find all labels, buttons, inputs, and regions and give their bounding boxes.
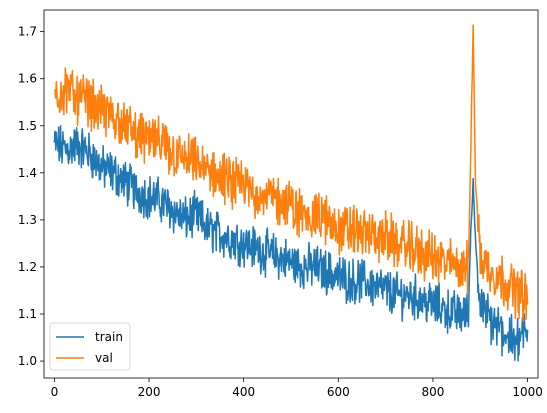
x-tick-label: 0: [51, 385, 59, 399]
x-tick-label: 400: [232, 385, 255, 399]
series-line-val: [54, 24, 529, 322]
y-tick-label: 1.0: [18, 354, 37, 368]
x-tick-label: 600: [327, 385, 350, 399]
x-tick-label: 1000: [512, 385, 543, 399]
x-tick-label: 800: [422, 385, 445, 399]
legend-label-val: val: [95, 351, 113, 365]
y-tick-label: 1.3: [18, 213, 37, 227]
y-tick-label: 1.4: [18, 166, 37, 180]
y-tick-label: 1.5: [18, 119, 37, 133]
y-tick-label: 1.1: [18, 307, 37, 321]
y-tick-label: 1.7: [18, 25, 37, 39]
axes-frame: [43, 9, 539, 379]
legend: train val: [49, 322, 131, 371]
legend-label-train: train: [95, 330, 123, 344]
y-tick-label: 1.6: [18, 72, 37, 86]
x-tick-label: 200: [138, 385, 161, 399]
axis-layer: 0 200 400 600 800 1000 1.0 1.1 1.2 1.3 1.4 1.5 1.6 1.…: [18, 9, 543, 399]
series-layer: [53, 24, 529, 362]
y-tick-label: 1.2: [18, 260, 37, 274]
series-line-train: [53, 124, 529, 362]
